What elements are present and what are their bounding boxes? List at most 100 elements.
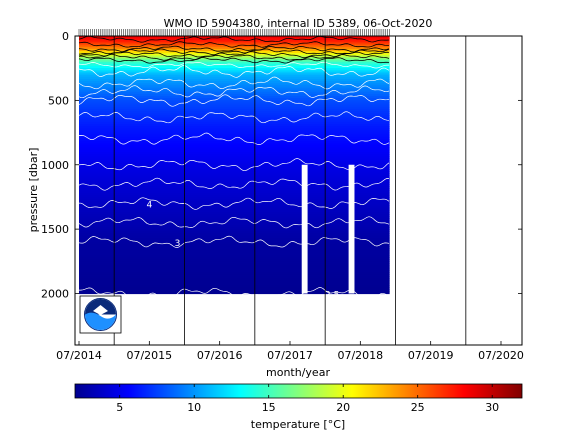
field-band [79,98,390,101]
field-band [79,100,390,104]
field-band [79,278,390,282]
isotherm-line [78,56,390,64]
field-band [79,177,390,181]
field-band [79,154,390,157]
field-band [79,214,390,217]
field-band [79,203,390,207]
field-band [79,257,390,260]
field-band [79,44,390,48]
field-band [79,51,390,54]
field-band [79,93,390,97]
field-band [79,104,390,108]
x-tick-label: 07/2018 [337,349,383,362]
isotherm-line [78,216,390,229]
field-band [79,149,390,153]
field-band [79,184,390,187]
field-band [79,111,390,114]
field-band [79,141,390,144]
field-band [79,38,390,41]
colorbar-tick-label: 25 [411,401,425,414]
isotherm-line [78,94,390,107]
field-band [79,242,390,245]
x-axis-ticks: 07/2014 07/2015 07/2016 07/2017 07/2018 07/20… [56,341,524,362]
field-band [79,91,390,95]
data-gap [301,164,308,294]
field-band [79,164,390,168]
colorbar-tick-label: 15 [262,401,276,414]
profile-tick-marks [78,29,390,36]
field-band [79,220,390,224]
y-tick-label: 2000 [41,288,69,301]
field-band [79,42,390,46]
field-band [79,209,390,213]
field-band [79,57,390,61]
isotherm-line [78,111,390,124]
field-band [79,121,390,125]
field-band [79,274,390,277]
field-band [79,194,390,198]
data-gap [348,164,355,294]
field-band [79,113,390,116]
field-band [79,66,390,69]
field-band [79,181,390,185]
y-axis-ticks: 0 500 1000 1500 2000 [41,30,522,301]
field-band [79,130,390,134]
field-band [79,119,390,123]
field-band [79,48,390,52]
colorbar-tick-label: 5 [116,401,123,414]
year-grid-lines [113,36,467,345]
field-band [79,175,390,179]
isotherm-line [78,76,390,90]
field-band [79,282,390,286]
field-band [79,162,390,166]
field-band [79,55,390,59]
field-band [79,201,390,204]
field-band [79,196,390,200]
chart-title: WMO ID 5904380, internal ID 5389, 06-Oct… [164,17,433,30]
field-band [79,106,390,110]
field-band [79,132,390,136]
field-band [79,40,390,44]
field-band [79,166,390,170]
field-band [79,46,390,50]
colorbar [74,383,523,399]
field-band [79,224,390,228]
y-tick-label: 0 [62,30,69,43]
y-tick-label: 500 [48,94,69,107]
field-band [79,267,390,271]
isotherm-line [78,158,390,172]
field-band [79,36,390,39]
y-tick-label: 1000 [41,159,69,172]
field-band [79,192,390,196]
field-band [79,190,390,194]
field-band [79,235,390,239]
field-band [79,134,390,138]
field-band [79,269,390,273]
field-band [79,179,390,183]
field-band [79,151,390,155]
field-band [79,160,390,164]
field-band [79,250,390,254]
x-tick-label: 07/2014 [56,349,102,362]
field-band [79,158,390,162]
x-tick-label: 07/2017 [267,349,313,362]
x-tick-label: 07/2015 [126,349,172,362]
plot-frame [74,35,523,346]
field-band [79,259,390,262]
field-band [79,218,390,222]
isotherm-line [78,85,390,99]
x-tick-label: 07/2020 [478,349,524,362]
field-band [79,76,390,80]
field-band [79,108,390,112]
field-band [79,74,390,78]
field-band [79,291,390,295]
field-band [79,139,390,142]
field-band [79,145,390,149]
colorbar-tick-label: 20 [336,401,350,414]
field-band [79,233,390,237]
field-band [79,186,390,189]
field-band [79,171,390,174]
x-tick-label: 07/2016 [197,349,243,362]
field-band [79,211,390,215]
